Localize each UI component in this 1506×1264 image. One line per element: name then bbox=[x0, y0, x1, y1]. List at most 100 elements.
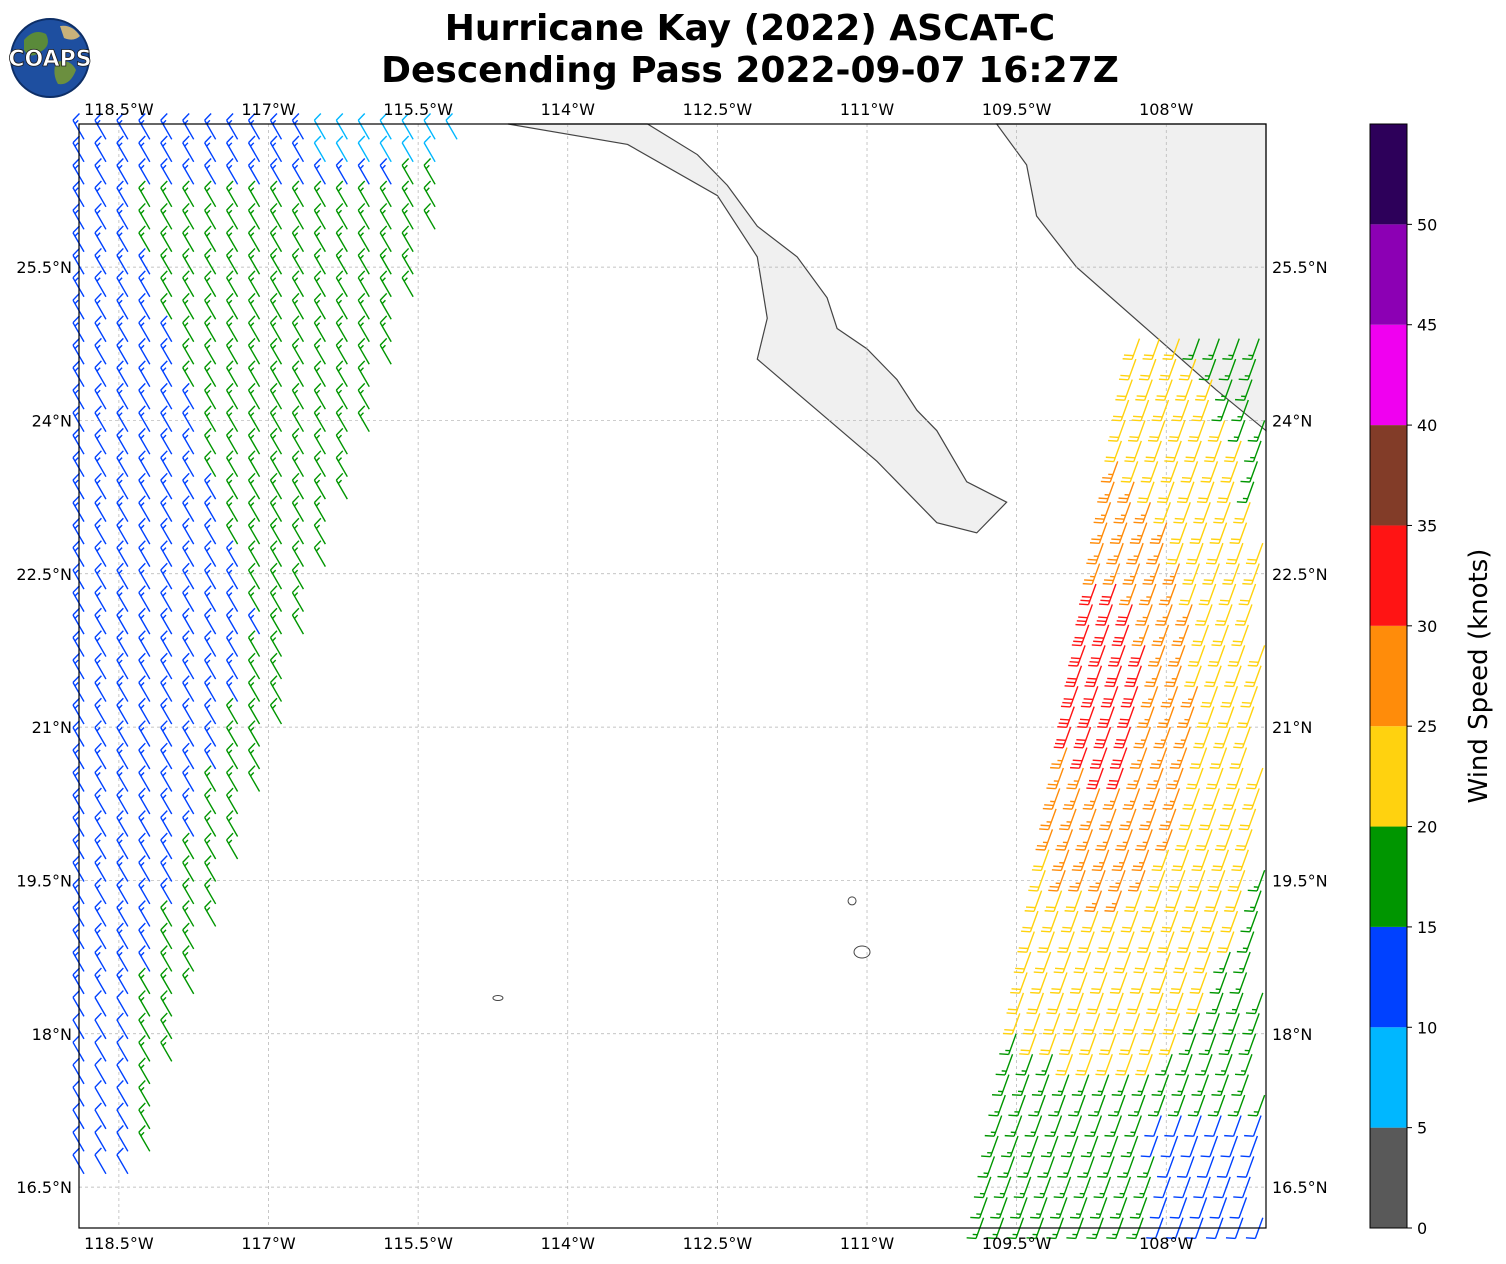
wind-barb bbox=[116, 540, 129, 567]
wind-barb bbox=[1104, 665, 1123, 688]
wind-barb bbox=[138, 675, 151, 702]
wind-barb bbox=[1075, 829, 1094, 851]
wind-barb bbox=[1104, 890, 1123, 913]
wind-barb bbox=[94, 787, 107, 815]
wind-barb bbox=[182, 630, 195, 657]
wind-barb bbox=[1195, 604, 1213, 626]
wind-barb bbox=[401, 202, 414, 230]
wind-barb bbox=[1082, 788, 1101, 810]
wind-barb bbox=[357, 135, 370, 163]
colorbar-tick-label: 30 bbox=[1417, 617, 1437, 636]
wind-barb bbox=[995, 1053, 1014, 1076]
wind-barb bbox=[116, 337, 129, 365]
wind-barb bbox=[138, 900, 151, 927]
wind-barb bbox=[160, 540, 173, 567]
wind-barb bbox=[247, 382, 261, 410]
lon-tick-label-bottom: 111°W bbox=[840, 1234, 895, 1253]
wind-barb bbox=[1106, 767, 1124, 790]
island bbox=[492, 995, 504, 1001]
wind-barb bbox=[1225, 767, 1244, 790]
wind-barb bbox=[1204, 665, 1222, 688]
wind-barb bbox=[269, 697, 283, 725]
wind-barb bbox=[94, 540, 107, 567]
wind-barb bbox=[1055, 829, 1074, 851]
wind-barb bbox=[1115, 379, 1133, 401]
wind-barb bbox=[182, 180, 195, 208]
wind-barb bbox=[94, 1125, 107, 1152]
wind-barb bbox=[1247, 869, 1266, 892]
wind-barb bbox=[1227, 645, 1246, 667]
wind-barb bbox=[1086, 992, 1104, 1015]
wind-barb bbox=[1010, 972, 1028, 994]
wind-barb bbox=[1149, 522, 1168, 545]
wind-barb bbox=[1031, 849, 1050, 872]
wind-barb bbox=[247, 360, 261, 388]
wind-barb bbox=[225, 360, 239, 388]
wind-barb bbox=[1142, 788, 1161, 810]
wind-barb bbox=[1128, 1094, 1146, 1117]
wind-barb bbox=[291, 405, 305, 433]
wind-barb bbox=[1204, 1115, 1222, 1137]
wind-barb bbox=[1166, 542, 1184, 565]
wind-barb bbox=[269, 630, 283, 657]
wind-barb bbox=[1064, 1115, 1083, 1137]
wind-barb bbox=[313, 270, 326, 298]
wind-barb bbox=[379, 180, 392, 208]
wind-barb bbox=[116, 720, 129, 747]
wind-barb bbox=[1089, 747, 1108, 769]
colorbar-tick-label: 45 bbox=[1417, 316, 1437, 335]
wind-barb bbox=[1244, 440, 1262, 463]
wind-barb bbox=[138, 202, 151, 230]
wind-barb bbox=[1176, 706, 1195, 729]
wind-barb bbox=[204, 247, 217, 275]
wind-barb bbox=[1002, 1013, 1021, 1035]
wind-barb bbox=[1051, 849, 1070, 872]
wind-barb bbox=[291, 157, 305, 185]
wind-barb bbox=[225, 517, 239, 545]
lon-tick-label-top: 111°W bbox=[840, 100, 895, 119]
wind-barb bbox=[138, 765, 151, 792]
wind-barb bbox=[1079, 808, 1097, 831]
wind-barb bbox=[247, 315, 261, 343]
wind-barb bbox=[1164, 440, 1182, 463]
wind-barb bbox=[1048, 1094, 1066, 1117]
wind-barb bbox=[269, 225, 283, 253]
wind-barb bbox=[247, 157, 261, 185]
wind-barb bbox=[116, 157, 129, 185]
wind-barb bbox=[94, 382, 107, 410]
wind-barb bbox=[94, 202, 107, 230]
wind-barb bbox=[204, 135, 217, 163]
wind-barb bbox=[1171, 399, 1190, 422]
wind-barb bbox=[1095, 1053, 1113, 1076]
lon-tick-label-bottom: 109.5°W bbox=[982, 1234, 1052, 1253]
wind-barb bbox=[1225, 992, 1244, 1015]
wind-barb bbox=[247, 180, 261, 208]
wind-barb bbox=[1138, 808, 1157, 831]
wind-barb bbox=[138, 877, 151, 905]
wind-barb bbox=[1089, 522, 1108, 545]
wind-barb bbox=[423, 135, 436, 163]
wind-barb bbox=[1164, 665, 1182, 688]
wind-barb bbox=[291, 585, 305, 612]
wind-barb bbox=[204, 585, 217, 612]
wind-barb bbox=[1093, 726, 1112, 749]
wind-barb bbox=[182, 652, 195, 680]
wind-barb bbox=[1142, 563, 1161, 585]
wind-barb bbox=[1137, 481, 1155, 504]
wind-barb bbox=[1057, 931, 1075, 953]
wind-barb bbox=[182, 540, 195, 567]
wind-barb bbox=[160, 292, 173, 320]
wind-barb bbox=[1111, 399, 1130, 422]
logo-text: COAPS bbox=[8, 47, 91, 72]
wind-barb bbox=[423, 157, 436, 185]
lon-tick-label-bottom: 115.5°W bbox=[383, 1234, 453, 1253]
wind-barb bbox=[269, 450, 283, 478]
wind-barb bbox=[94, 900, 107, 927]
colorbar-tick-label: 35 bbox=[1417, 516, 1437, 535]
wind-barb bbox=[247, 720, 261, 747]
wind-barb bbox=[291, 495, 305, 522]
wind-barb bbox=[138, 652, 151, 680]
wind-barb bbox=[1091, 624, 1110, 647]
wind-barb bbox=[138, 1012, 151, 1040]
wind-barb bbox=[1224, 890, 1242, 913]
